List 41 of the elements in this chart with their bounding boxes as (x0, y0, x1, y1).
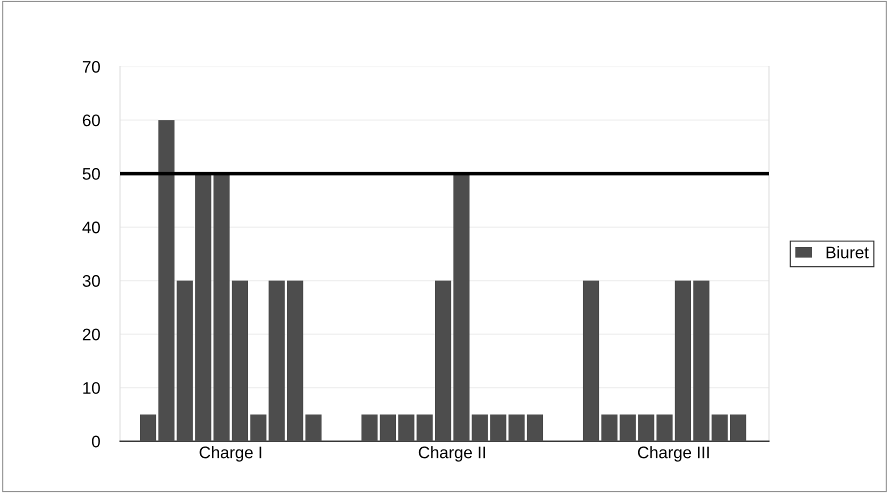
bar (638, 414, 654, 442)
bar (398, 414, 414, 442)
bar (434, 280, 452, 442)
y-tick-label: 30 (82, 275, 100, 287)
bar (453, 174, 470, 442)
y-tick-label: 40 (82, 222, 100, 234)
bar (305, 414, 322, 442)
bar (693, 280, 710, 442)
bar (268, 280, 285, 442)
bar (416, 414, 433, 442)
bar (674, 280, 692, 442)
x-tick-label: Charge I (200, 446, 262, 462)
y-tick-label: 0 (92, 436, 100, 448)
bar (601, 414, 618, 442)
y-tick-label: 50 (82, 168, 100, 180)
bar (195, 174, 212, 442)
legend-label: Biuret (826, 246, 869, 258)
bar (361, 414, 378, 442)
y-tick-label: 20 (82, 328, 100, 340)
bar (656, 414, 673, 442)
y-tick-label: 60 (82, 114, 100, 126)
bar (712, 414, 728, 442)
bar (490, 414, 506, 442)
bar (213, 174, 230, 442)
bar (582, 280, 600, 442)
bar (730, 414, 746, 442)
bar (250, 414, 266, 442)
x-tick-label: Charge II (418, 446, 485, 462)
bar (287, 280, 304, 442)
bar (472, 414, 488, 442)
bar (232, 280, 248, 442)
bar (158, 120, 175, 442)
bar (620, 414, 636, 442)
bar (176, 280, 193, 442)
bar (380, 414, 396, 442)
y-tick-label: 70 (82, 60, 100, 73)
bar (526, 414, 544, 442)
bar (140, 414, 156, 442)
bar (508, 414, 525, 442)
y-tick-label: 10 (83, 382, 100, 394)
x-tick-label: Charge III (638, 446, 709, 462)
